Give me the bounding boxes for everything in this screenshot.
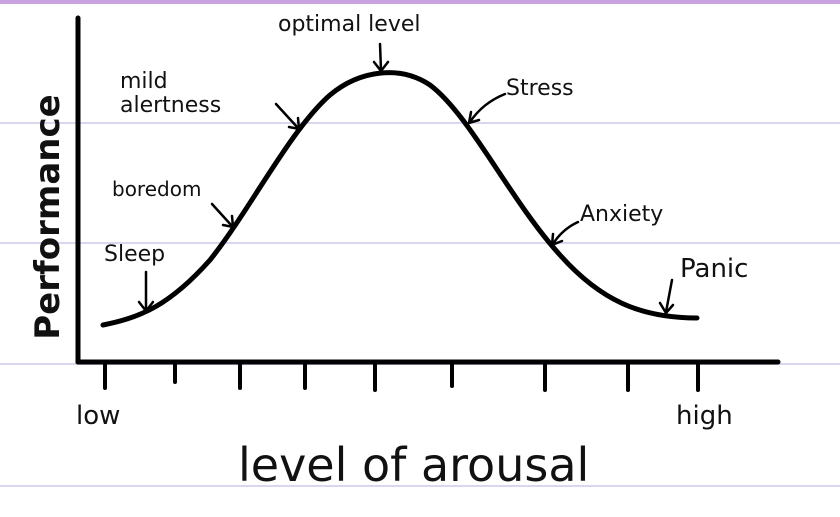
x-low-label: low (76, 401, 121, 431)
annotation: Stress (506, 76, 574, 101)
annotation: Sleep (104, 242, 166, 267)
annotation: Panic (680, 254, 749, 284)
annotation: mild alertness (120, 69, 222, 118)
performance-curve (100, 70, 700, 328)
x-high-label: high (676, 401, 733, 431)
axes (75, 15, 781, 365)
ticks (103, 362, 700, 392)
y-axis-label-box: Performance (28, 72, 68, 362)
annotation: optimal level (278, 12, 421, 37)
annotation: Anxiety (580, 202, 664, 227)
y-axis-label: Performance (28, 94, 68, 340)
arrows (137, 42, 675, 316)
x-axis-label: level of arousal (238, 438, 590, 492)
annotation: boredom (112, 177, 202, 201)
